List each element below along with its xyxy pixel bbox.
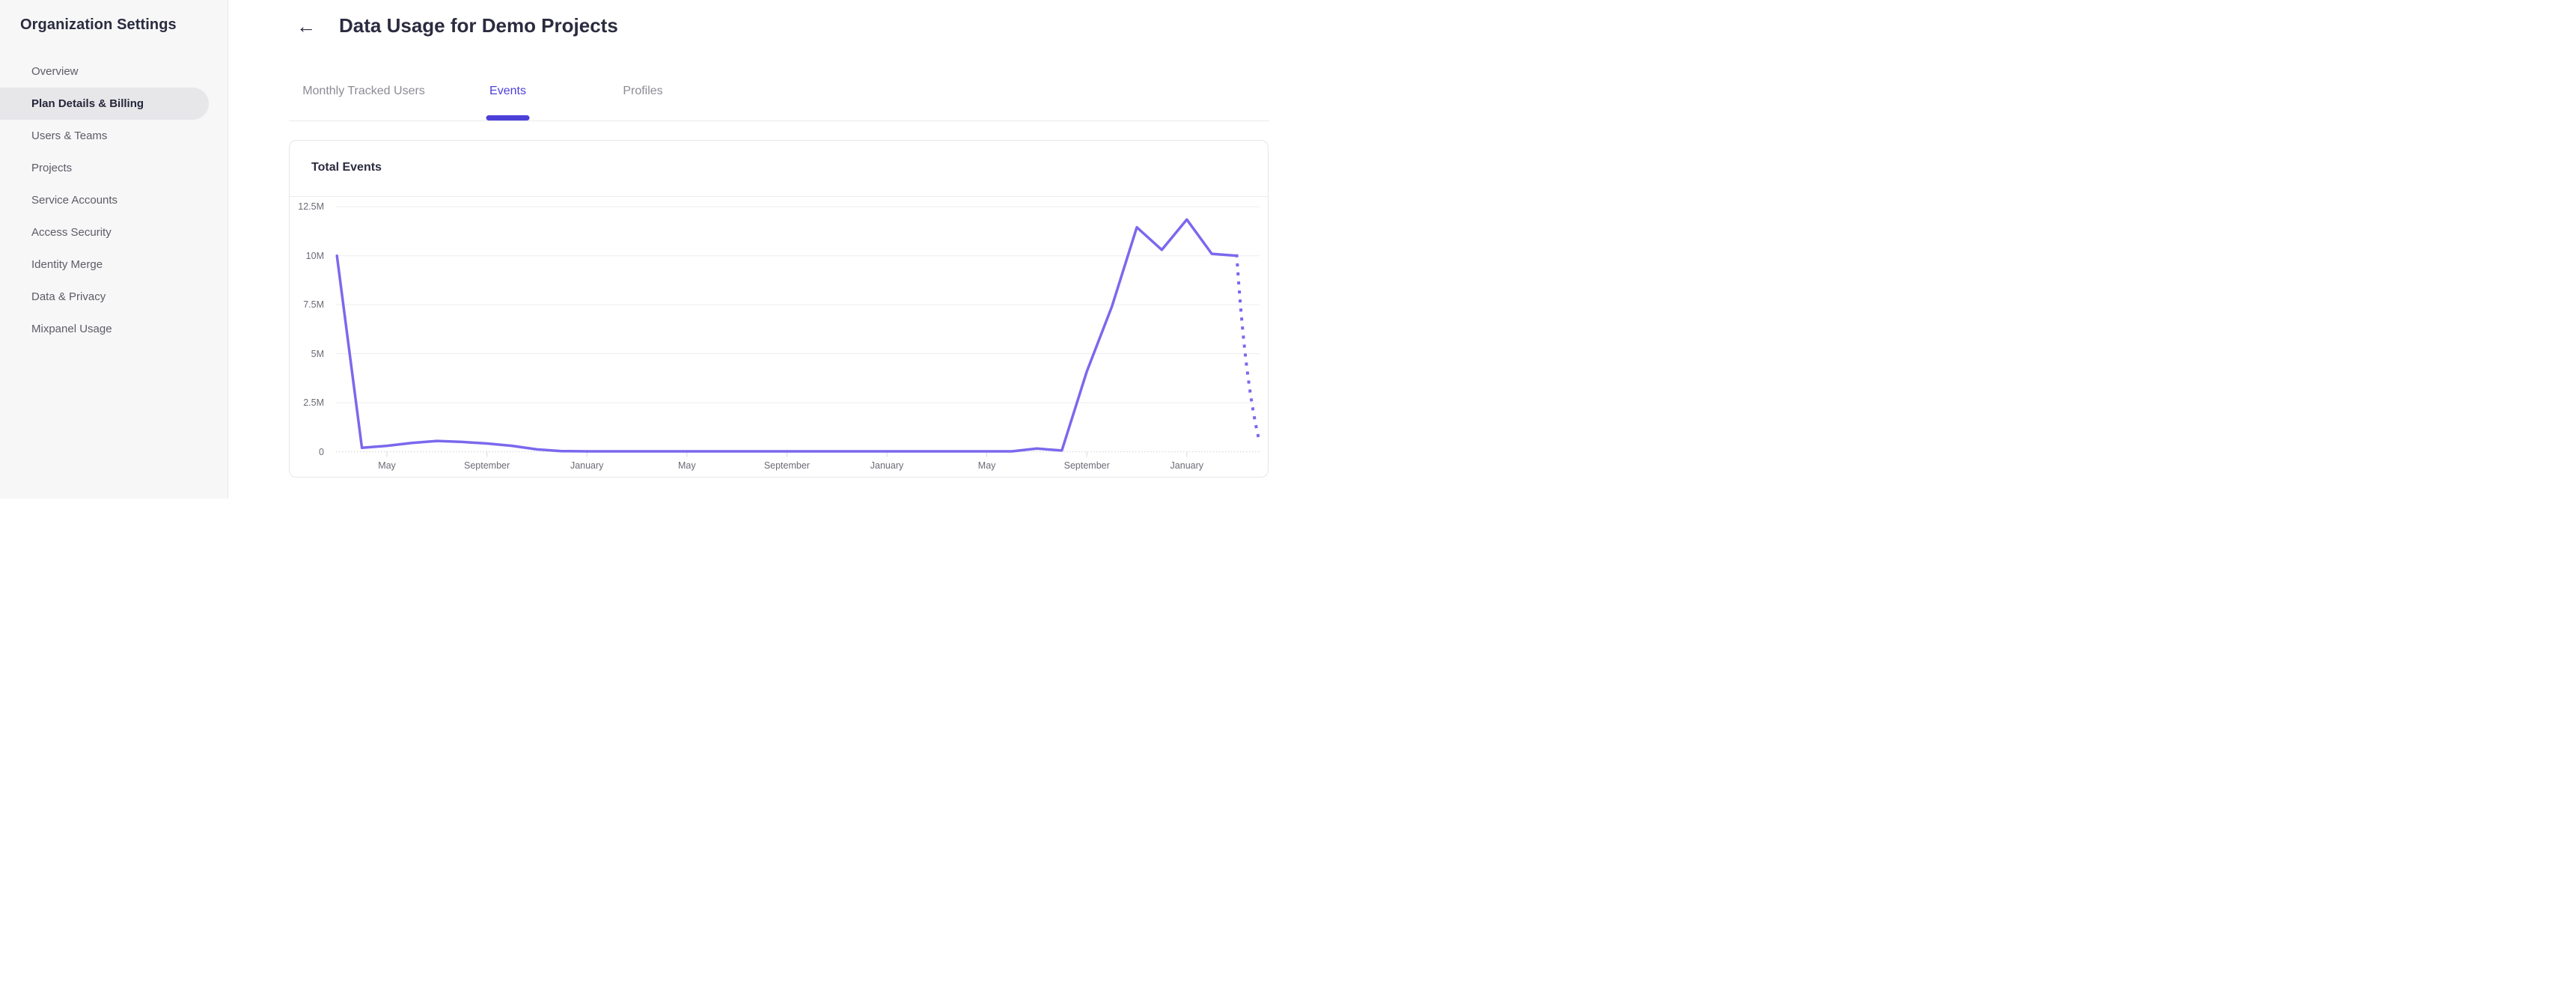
sidebar-nav: Overview Plan Details & Billing Users & Te… (0, 55, 228, 345)
sidebar-item-users-teams[interactable]: Users & Teams (31, 129, 108, 142)
y-axis-label-5m: 5M (311, 348, 324, 359)
events-chart-svg (335, 206, 1262, 457)
y-axis-label-2-5m: 2.5M (303, 397, 324, 409)
x-axis-label-5-january: January (870, 460, 904, 471)
sidebar: Organization Settings Overview Plan Detai… (0, 0, 228, 498)
back-arrow-icon: ← (296, 15, 316, 37)
page-title: Data Usage for Demo Projects (339, 14, 618, 37)
total-events-card: Total Events 12.5M 10M 7.5M 5M 2.5M 0 May Septe… (289, 140, 1269, 478)
chart-title: Total Events (311, 161, 382, 174)
x-axis-label-1-september: September (464, 460, 510, 471)
card-title-divider (290, 196, 1268, 197)
x-axis-label-3-may: May (677, 460, 696, 471)
x-axis-label-6-may: May (977, 460, 996, 471)
y-axis-label-7-5m: 7.5M (303, 299, 324, 311)
sidebar-item-projects[interactable]: Projects (31, 162, 73, 174)
sidebar-item-service-accounts[interactable]: Service Accounts (31, 194, 118, 207)
x-axis-label-7-september: September (1063, 460, 1110, 471)
chart-area: 12.5M 10M 7.5M 5M 2.5M 0 May September January Ma… (290, 141, 1268, 477)
x-axis-label-4-september: September (763, 460, 810, 471)
tab-profiles[interactable]: Profiles (623, 85, 663, 97)
sidebar-item-identity-merge[interactable]: Identity Merge (31, 258, 103, 271)
y-axis-label-0: 0 (319, 446, 324, 457)
tab-events[interactable]: Events (486, 85, 530, 121)
tab-monthly-tracked-users[interactable]: Monthly Tracked Users (302, 85, 425, 97)
sidebar-title: Organization Settings (20, 16, 177, 33)
x-axis-label-8-january: January (1170, 460, 1204, 471)
sidebar-item-data-privacy[interactable]: Data & Privacy (31, 290, 106, 303)
sidebar-item-overview[interactable]: Overview (31, 65, 79, 78)
back-button[interactable]: ← (294, 14, 318, 38)
sidebar-item-mixpanel-usage[interactable]: Mixpanel Usage (31, 323, 112, 335)
y-axis-label-12-5m: 12.5M (298, 201, 324, 213)
events-line (335, 218, 1239, 453)
x-axis-label-0-may: May (378, 460, 396, 471)
y-axis-label-10m: 10M (305, 250, 324, 261)
sidebar-item-access-security[interactable]: Access Security (31, 226, 112, 239)
projection-dotted-line (1235, 254, 1262, 445)
x-axis-label-2-january: January (570, 460, 604, 471)
sidebar-item-plan-details-billing[interactable]: Plan Details & Billing (0, 88, 209, 120)
